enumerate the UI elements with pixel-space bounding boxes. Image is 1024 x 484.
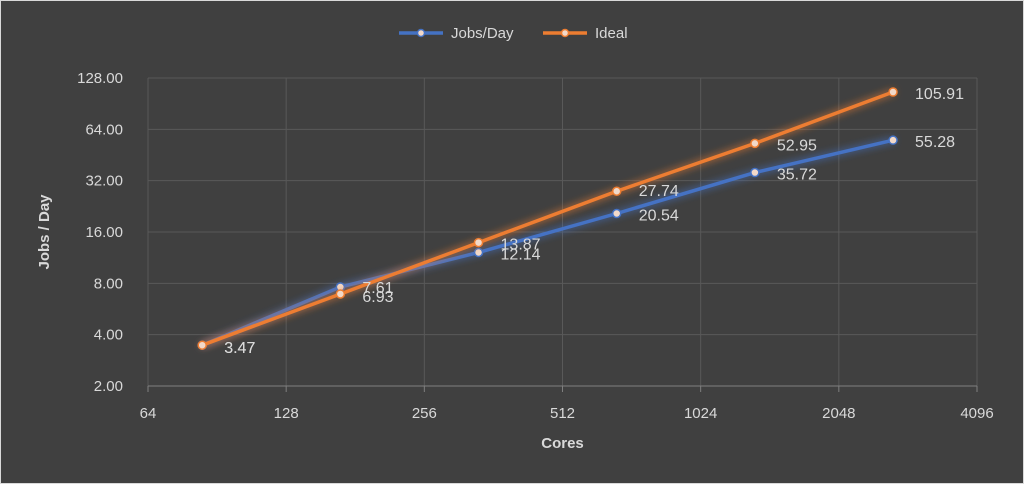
x-tick-label: 256 — [412, 405, 437, 422]
data-label: 3.47 — [224, 340, 255, 357]
data-label: 52.95 — [777, 137, 817, 154]
data-point — [473, 237, 484, 248]
legend-label: Jobs/Day — [451, 25, 514, 42]
series-line — [200, 90, 895, 347]
legend-item: Jobs/Day — [399, 25, 514, 42]
data-label: 13.87 — [501, 237, 541, 254]
data-label: 20.54 — [639, 208, 679, 225]
data-label: 3.47 — [224, 340, 255, 357]
x-tick-label: 128 — [274, 405, 299, 422]
y-axis-title: Jobs / Day — [36, 194, 53, 270]
x-tick-label: 2048 — [822, 405, 855, 422]
x-axis-title: Cores — [541, 435, 584, 452]
data-point — [197, 340, 207, 350]
data-point — [611, 208, 622, 219]
data-labels: 3.477.6112.1420.5435.7255.283.476.9313.8… — [224, 86, 964, 357]
y-tick-label: 8.00 — [94, 275, 123, 292]
data-point — [473, 247, 484, 258]
data-label: 6.93 — [362, 289, 393, 306]
data-point — [611, 186, 622, 196]
data-point — [335, 289, 346, 299]
x-tick-label: 64 — [140, 405, 157, 422]
data-label: 7.61 — [362, 280, 393, 297]
legend: Jobs/Day Ideal — [399, 25, 628, 42]
legend-label: Ideal — [595, 25, 628, 42]
data-label: 55.28 — [915, 134, 955, 151]
x-tick-label: 4096 — [960, 405, 993, 422]
grid — [147, 77, 978, 386]
x-tick-label: 1024 — [684, 405, 717, 422]
legend-swatch-marker — [416, 28, 426, 38]
data-label: 12.14 — [501, 246, 541, 263]
x-tick-label: 512 — [550, 405, 575, 422]
y-tick-label: 32.00 — [85, 173, 123, 190]
data-point — [888, 135, 898, 145]
series-1 — [197, 87, 898, 350]
series-line — [200, 138, 895, 347]
y-tick-label: 2.00 — [94, 378, 123, 395]
data-point — [750, 138, 760, 149]
data-label: 35.72 — [777, 167, 817, 184]
y-tick-label: 64.00 — [85, 121, 123, 138]
y-tick-label: 16.00 — [85, 224, 123, 241]
data-label: 105.91 — [915, 86, 964, 103]
y-tick-label: 4.00 — [94, 327, 123, 344]
y-tick-label: 128.00 — [77, 70, 123, 87]
data-point — [888, 87, 898, 97]
data-point — [750, 167, 760, 178]
series-layer — [197, 87, 898, 350]
legend-item: Ideal — [543, 25, 628, 42]
data-label: 27.74 — [639, 183, 679, 200]
legend-swatch-marker — [560, 28, 570, 38]
axes: 2.00 4.00 8.00 16.00 32.00 64.00 128.00 64 128 25… — [77, 70, 994, 422]
